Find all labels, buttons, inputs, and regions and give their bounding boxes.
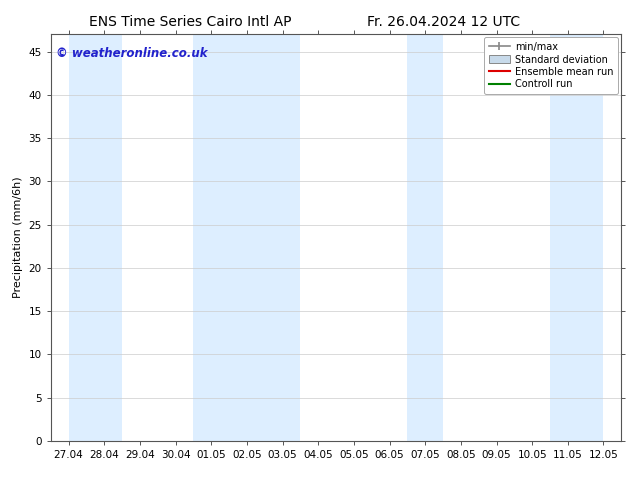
Bar xyxy=(193,34,229,441)
Bar xyxy=(68,34,86,441)
Bar xyxy=(550,34,586,441)
Text: Fr. 26.04.2024 12 UTC: Fr. 26.04.2024 12 UTC xyxy=(367,15,521,29)
Bar xyxy=(407,34,443,441)
Legend: min/max, Standard deviation, Ensemble mean run, Controll run: min/max, Standard deviation, Ensemble me… xyxy=(484,37,618,94)
Bar xyxy=(264,34,301,441)
Y-axis label: Precipitation (mm/6h): Precipitation (mm/6h) xyxy=(13,177,23,298)
Bar xyxy=(86,34,122,441)
Bar xyxy=(586,34,604,441)
Text: ENS Time Series Cairo Intl AP: ENS Time Series Cairo Intl AP xyxy=(89,15,292,29)
Bar xyxy=(229,34,264,441)
Text: © weatheronline.co.uk: © weatheronline.co.uk xyxy=(56,47,208,59)
